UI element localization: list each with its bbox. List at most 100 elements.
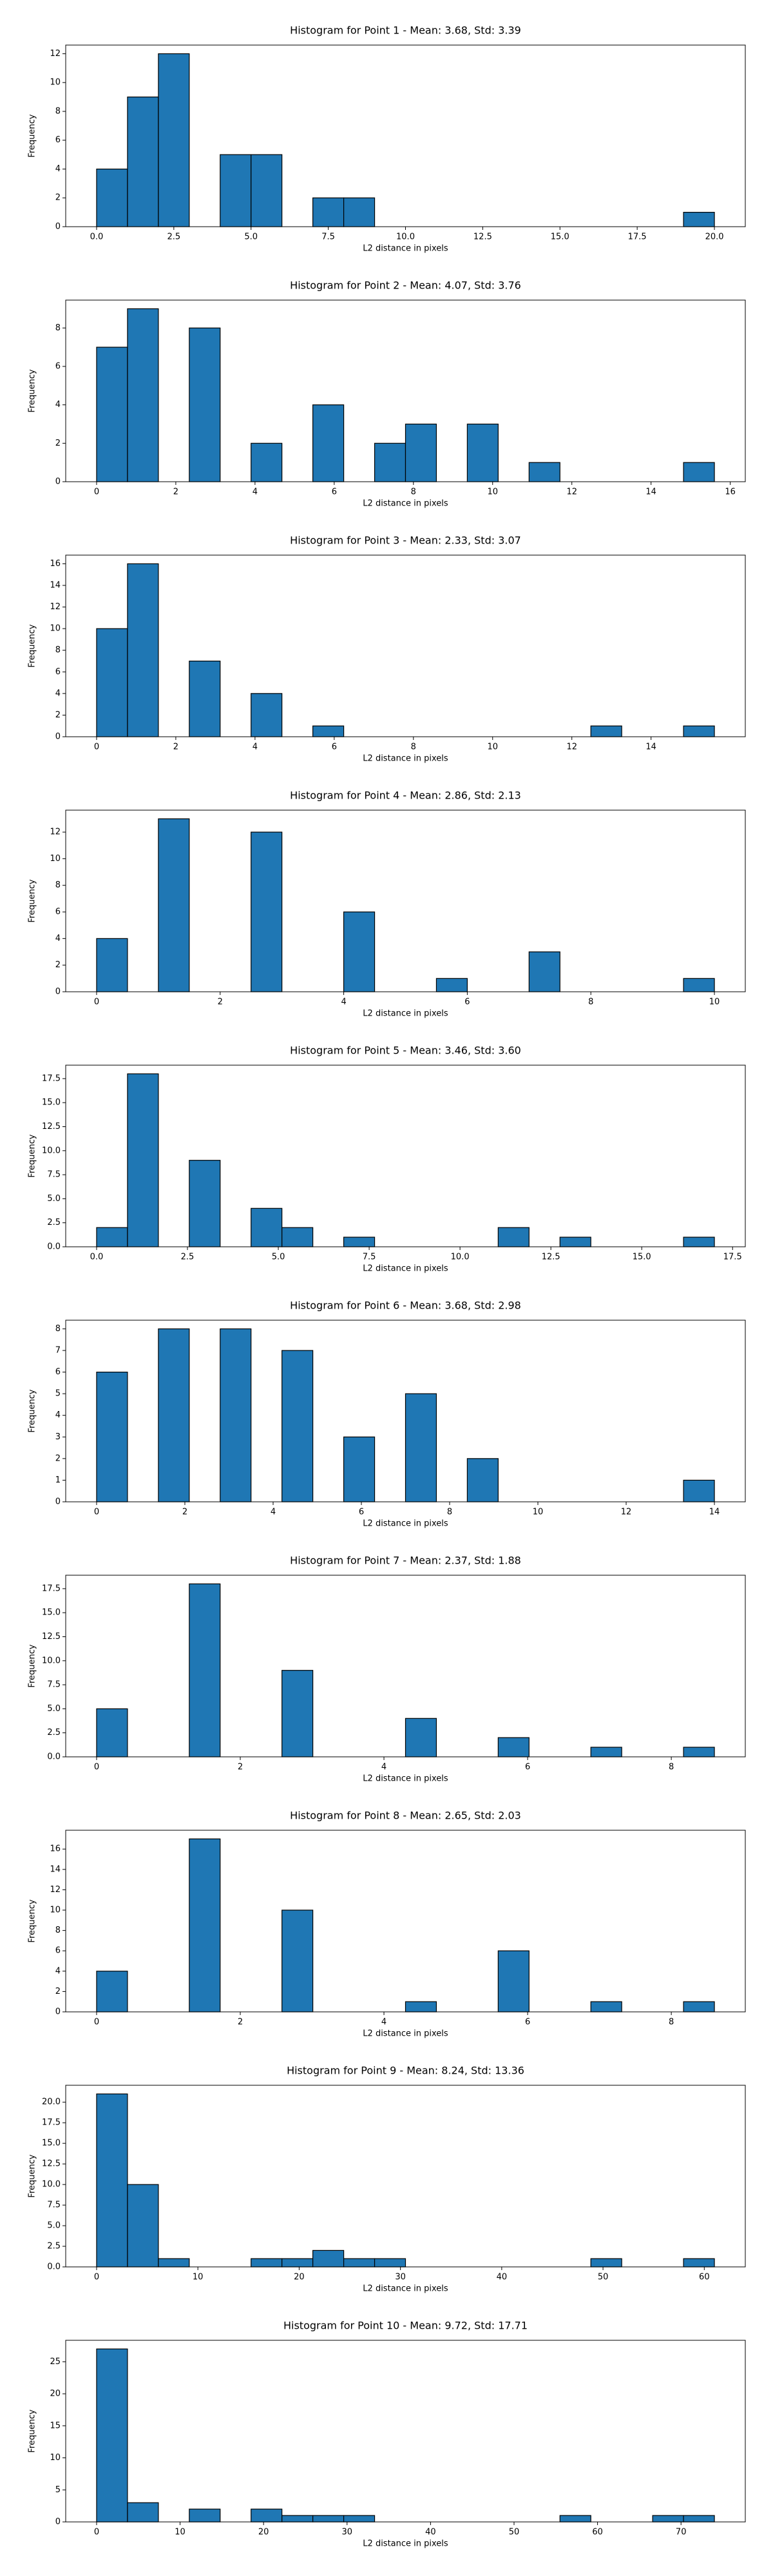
y-tick-label: 5.0 [47,1704,61,1714]
chart-title: Histogram for Point 10 - Mean: 9.72, Std… [283,2320,528,2332]
bar [343,1436,376,1502]
x-tick-label: 2.5 [181,1253,195,1262]
chart-title: Histogram for Point 7 - Mean: 2.37, Std:… [290,1555,521,1567]
axes-frame [65,810,746,992]
y-tick-label: 17.5 [42,1074,61,1083]
y-tick-label: 1 [55,1475,61,1485]
bar [158,818,190,992]
x-tick-label: 8 [411,743,416,752]
y-tick-label: 8 [55,1324,61,1334]
bar [96,1708,128,1757]
bar [282,1350,314,1502]
y-tick-label: 8 [55,106,61,116]
bar [312,725,345,737]
x-tick-label: 10 [709,998,720,1007]
x-tick-label: 2 [218,998,223,1007]
y-tick-label: 12 [50,828,61,837]
y-tick-label: 17.5 [42,2118,61,2128]
bar [466,1458,499,1502]
x-axis-label: L2 distance in pixels [363,1774,448,1784]
bar [282,1227,314,1247]
bar [96,1971,128,2012]
x-tick-label: 0 [94,2018,99,2027]
x-tick-label: 5.0 [244,232,258,242]
y-tick-label: 6 [55,135,61,145]
bar [312,2515,345,2523]
x-tick-label: 12 [621,1508,632,1517]
bar [158,2258,190,2268]
y-tick-label: 4 [55,934,61,943]
x-tick-label: 14 [709,1508,720,1517]
subplot: Histogram for Point 7 - Mean: 2.37, Std:… [28,1555,746,1784]
bar [683,725,715,737]
x-axis-label: L2 distance in pixels [363,754,448,764]
x-tick-label: 12.5 [473,232,492,242]
bar [652,2515,684,2523]
x-tick-label: 5.0 [272,1253,285,1262]
bar [343,197,376,227]
x-axis-label: L2 distance in pixels [363,499,448,509]
bar [559,2515,591,2523]
bar [528,462,560,482]
x-tick-label: 50 [509,2528,520,2537]
x-tick-label: 15.0 [551,232,569,242]
bar [251,1208,283,1247]
bar [96,938,128,992]
x-tick-label: 0.0 [90,232,104,242]
y-tick-label: 0 [55,477,61,487]
x-tick-label: 10 [487,743,498,752]
axes-frame [65,1320,746,1502]
bar [189,1583,221,1757]
bar [590,1747,622,1757]
x-tick-label: 16 [725,488,736,497]
bar [251,2258,283,2268]
x-tick-label: 14 [645,488,656,497]
x-axis-label: L2 distance in pixels [363,1009,448,1019]
bar [158,53,190,227]
bar [497,1227,530,1247]
bar [435,978,468,992]
bar [189,660,221,737]
y-tick-label: 0 [55,2007,61,2017]
axes-frame [65,1830,746,2012]
subplot: Histogram for Point 3 - Mean: 2.33, Std:… [28,535,746,764]
x-tick-label: 2 [182,1508,187,1517]
x-tick-label: 20.0 [705,232,724,242]
y-tick-label: 2 [55,439,61,448]
bar [683,978,715,992]
y-tick-label: 7.5 [47,1170,61,1180]
y-tick-label: 12.5 [42,2159,61,2169]
y-tick-label: 4 [55,1410,61,1420]
bar [96,2093,128,2268]
bar [343,1236,376,1247]
chart-title: Histogram for Point 5 - Mean: 3.46, Std:… [290,1045,521,1057]
y-tick-label: 3 [55,1432,61,1442]
x-tick-label: 40 [425,2528,436,2537]
chart-title: Histogram for Point 3 - Mean: 2.33, Std:… [290,535,521,547]
y-tick-label: 2.5 [47,2242,61,2251]
y-tick-label: 10 [50,624,61,634]
bar [312,404,345,482]
bar [96,1371,128,1502]
y-tick-label: 2 [55,1987,61,1996]
y-tick-label: 10 [50,854,61,864]
x-tick-label: 10 [533,1508,544,1517]
y-axis-label: Frequency [28,1644,37,1687]
y-axis-label: Frequency [28,2409,37,2452]
bar [374,442,406,482]
bar [590,725,622,737]
chart-title: Histogram for Point 9 - Mean: 8.24, Std:… [287,2065,524,2077]
subplot: Histogram for Point 1 - Mean: 3.68, Std:… [28,24,746,254]
y-tick-label: 6 [55,907,61,917]
bar [405,1718,437,1757]
y-tick-label: 8 [55,880,61,890]
x-axis-label: L2 distance in pixels [363,1519,448,1529]
x-tick-label: 4 [271,1508,276,1517]
bar [282,1909,314,2012]
x-tick-label: 10.0 [451,1253,470,1262]
subplot: Histogram for Point 9 - Mean: 8.24, Std:… [28,2065,746,2294]
axes-frame [65,1575,746,1757]
subplot: Histogram for Point 8 - Mean: 2.65, Std:… [28,1810,746,2039]
y-tick-label: 8 [55,645,61,655]
y-axis-label: Frequency [28,1899,37,1942]
